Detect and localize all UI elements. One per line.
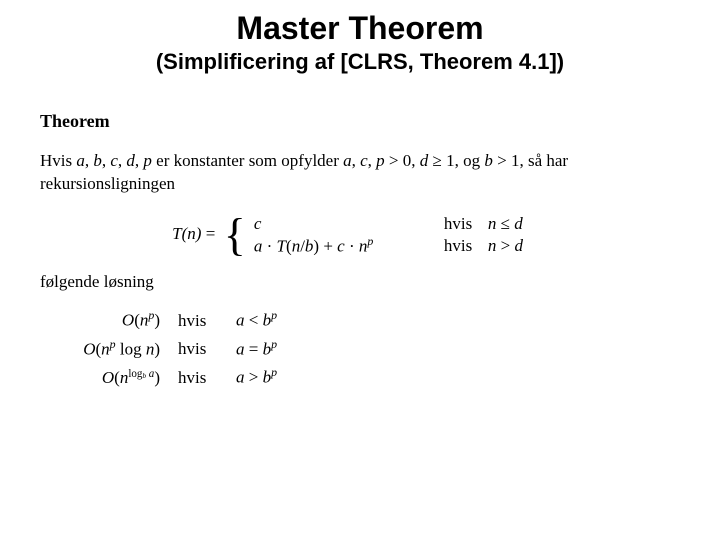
sol2-hvis: hvis (178, 339, 236, 359)
case-row-2: a · T(n/b) + c · np hvis n > d (254, 234, 548, 257)
recurrence-equation: T(n) = { c hvis n ≤ d a · T(n/b) + c · n… (40, 212, 680, 258)
case1-hvis: hvis (444, 214, 488, 234)
sol1-sup: p (148, 308, 154, 322)
sol3-cond-sup: p (271, 365, 277, 379)
page-subtitle: (Simplificering af [CLRS, Theorem 4.1]) (40, 49, 680, 75)
sol1-hvis: hvis (178, 311, 236, 331)
tn-lhs: T(n) (172, 224, 201, 243)
solution-row-2: O(np log n) hvis a = bp (40, 337, 680, 360)
follow-text: følgende løsning (40, 272, 680, 292)
left-brace-icon: { (224, 212, 246, 258)
theorem-label: Theorem (40, 111, 680, 132)
solution-row-1: O(np) hvis a < bp (40, 308, 680, 331)
sol2-cond-sup: p (271, 337, 277, 351)
case-row-1: c hvis n ≤ d (254, 214, 548, 234)
cases-brace: { c hvis n ≤ d a · T(n/b) + c · np hvis … (224, 212, 548, 258)
case1-expr: c (254, 214, 262, 233)
case2-sup: p (367, 234, 373, 248)
sol1-cond-sup: p (271, 308, 277, 322)
solution-row-3: O(nlogb a) hvis a > bp (40, 365, 680, 388)
solution-block: O(np) hvis a < bp O(np log n) hvis a = b… (40, 308, 680, 388)
sol3-hvis: hvis (178, 368, 236, 388)
intro-text: Hvis a, b, c, d, p er konstanter som opf… (40, 150, 680, 196)
slide: Master Theorem (Simplificering af [CLRS,… (0, 0, 720, 422)
sol2-sup: p (110, 337, 116, 351)
page-title: Master Theorem (40, 10, 680, 47)
case2-hvis: hvis (444, 236, 488, 256)
